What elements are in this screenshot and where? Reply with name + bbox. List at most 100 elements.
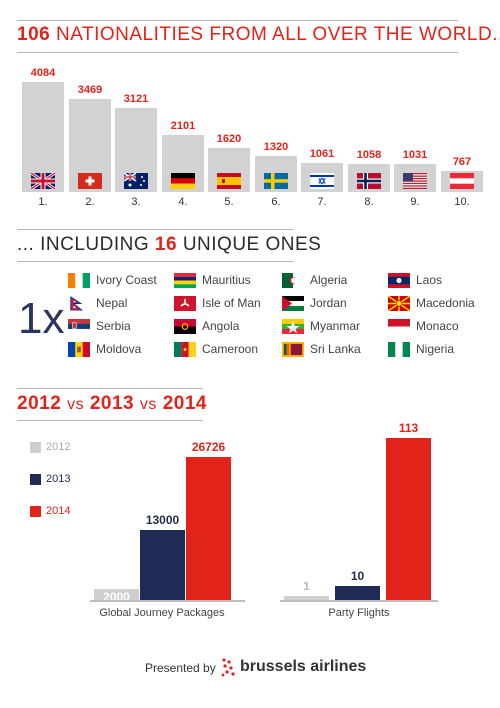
bar-value-label: 1058 [356,149,382,161]
austria-flag [450,173,474,189]
australia-flag [123,172,148,189]
bar-value-label: 10 [350,569,365,583]
germany-flag [171,173,195,189]
unique-divider-bottom [17,261,293,262]
bar-value-label: 26726 [191,440,226,454]
bar-value-label: 1620 [216,133,242,145]
title-year-2014: 2014 [162,393,207,414]
rank-label: 4. [178,196,188,208]
myanmar-flag [282,319,304,334]
headline-text: NATIONALITIES FROM ALL OVER THE WORLD... [55,24,500,45]
headline-number: 106 [17,24,51,45]
unique-country-name: Ivory Coast [96,273,157,287]
unique-country-name: Mauritius [202,273,251,287]
unique-country-name: Serbia [96,319,131,333]
unique-country-name: Laos [416,273,443,287]
unique-country-name: Algeria [310,273,348,287]
bar-value-label: 1320 [263,141,289,153]
unique-country-name: Myanmar [310,319,361,333]
legend-swatch-2013 [30,474,41,485]
unique-country-name: Sri Lanka [310,342,361,356]
nationalities-headline: 106 NATIONALITIES FROM ALL OVER THE WORL… [17,24,500,46]
legend-label-2013: 2013 [46,473,71,485]
unique-country-name: Jordan [310,296,347,310]
angola-flag [174,319,196,334]
nigeria-flag [388,342,410,357]
spain-flag [217,173,241,189]
legend-swatch-2014 [30,506,41,517]
switzerland-flag [78,173,102,189]
isle-of-man-flag [174,296,196,311]
united-kingdom-flag [30,171,56,191]
sri-lanka-flag [282,342,304,357]
chart-baseline [90,600,245,602]
unique-country-name: Moldova [96,342,142,356]
unique-country-name: Cameroon [202,342,259,356]
bar-2012 [94,589,139,600]
bar-value-label: 113 [398,421,419,435]
israel-flag [310,173,334,189]
macedonia-flag [387,295,411,312]
bar-value-label: 1031 [402,149,428,161]
top-divider [17,20,458,21]
legend-label-2012: 2012 [46,441,71,453]
ivory-coast-flag [68,273,90,288]
laos-flag [388,273,410,288]
rank-label: 3. [131,196,141,208]
serbia-flag [68,319,90,334]
unique-headline-post: UNIQUE ONES [182,234,322,255]
bar-value-label: 1061 [309,148,335,160]
brand-name: brussels airlines [240,658,367,675]
bar-2012 [284,596,329,600]
comparison-title: 2012 vs 2013 vs 2014 [17,393,207,415]
rank-label: 6. [271,196,281,208]
group-label: Global Journey Packages [99,607,225,619]
unique-divider-top [17,229,293,230]
title-vs-2: vs [139,396,157,413]
nepal-flag [68,296,90,311]
unique-country-name: Isle of Man [202,296,261,310]
comparison-divider-bottom [17,420,203,421]
unique-headline: ... INCLUDING 16 UNIQUE ONES [17,234,321,256]
bar-2013 [335,586,380,600]
legend-swatch-2012 [30,442,41,453]
unique-country-name: Angola [202,319,240,333]
multiplier-label: 1x [18,294,65,343]
unique-headline-pre: ... INCLUDING [17,234,150,255]
title-year-2013: 2013 [89,393,135,414]
bar-value-label: 3121 [123,93,149,105]
bar-2013 [140,530,185,600]
legend-label-2014: 2014 [46,505,71,517]
rank-label: 2. [85,196,95,208]
cameroon-flag [174,342,196,357]
algeria-flag [282,273,304,288]
bar-value-label: 1 [303,579,310,593]
unique-country-name: Nigeria [416,342,455,356]
rank-label: 1. [38,196,48,208]
chart-baseline [280,600,438,602]
usa-flag [403,173,427,189]
unique-country-name: Macedonia [416,296,475,310]
jordan-flag [282,296,304,311]
presented-by-label: Presented by [145,661,216,675]
bar-2014 [386,438,431,600]
rank-label: 10. [454,196,470,208]
headline-divider [17,52,458,53]
comparison-divider-top [17,388,203,389]
rank-label: 7. [317,196,327,208]
mauritius-flag [174,273,196,288]
bar-2014 [186,457,231,600]
bar-value-label: 767 [452,156,472,168]
unique-country-name: Nepal [96,296,128,310]
rank-label: 9. [410,196,420,208]
norway-flag [357,173,381,189]
bar-value-label: 2101 [170,120,196,132]
bar-value-label: 4084 [30,67,56,79]
brussels-airlines-logo-icon [221,658,235,677]
title-vs-1: vs [67,396,85,413]
sweden-flag [264,173,288,189]
rank-label: 5. [224,196,234,208]
unique-country-name: Monaco [416,319,459,333]
moldova-flag [68,342,90,357]
bar-value-label: 3469 [77,84,103,96]
